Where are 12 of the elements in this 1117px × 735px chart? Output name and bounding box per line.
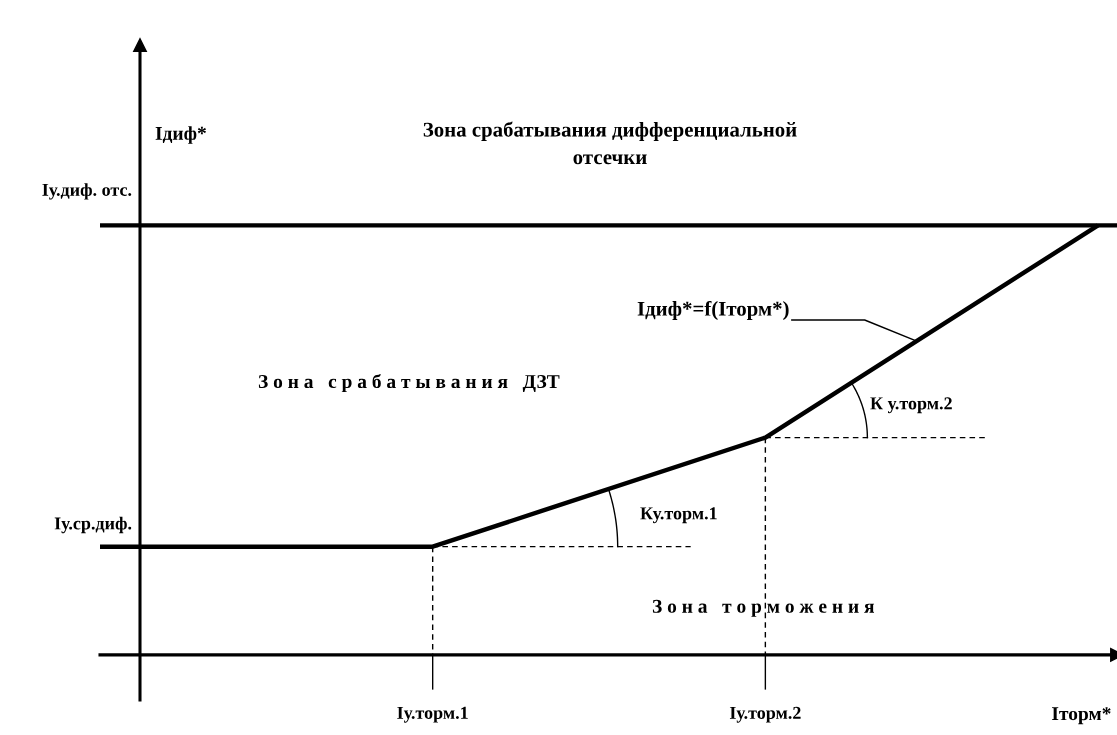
annotation: Iдиф*=f(Iторм*) [637, 300, 789, 320]
x-tick-label: Iу.торм.2 [729, 706, 801, 723]
annotation: Iу.ср.диф. [54, 516, 132, 534]
x-tick-label: Iу.торм.1 [397, 706, 468, 723]
annotation: Ку.торм.1 [640, 507, 717, 524]
text: Зона срабатывания дифференциальной отсечки [423, 121, 797, 165]
annotation: З о н а с р а б а т ы в а н и я ДЗТ [258, 373, 560, 393]
ref-line-label: Iу.диф. отс. [42, 183, 132, 200]
annotation: З о н а т о р м о ж е н и я [652, 599, 875, 617]
x-axis-title: Iторм* [1052, 707, 1111, 725]
annotation: К у.торм.2 [870, 397, 952, 414]
y-axis-title: Iдиф* [155, 126, 206, 144]
